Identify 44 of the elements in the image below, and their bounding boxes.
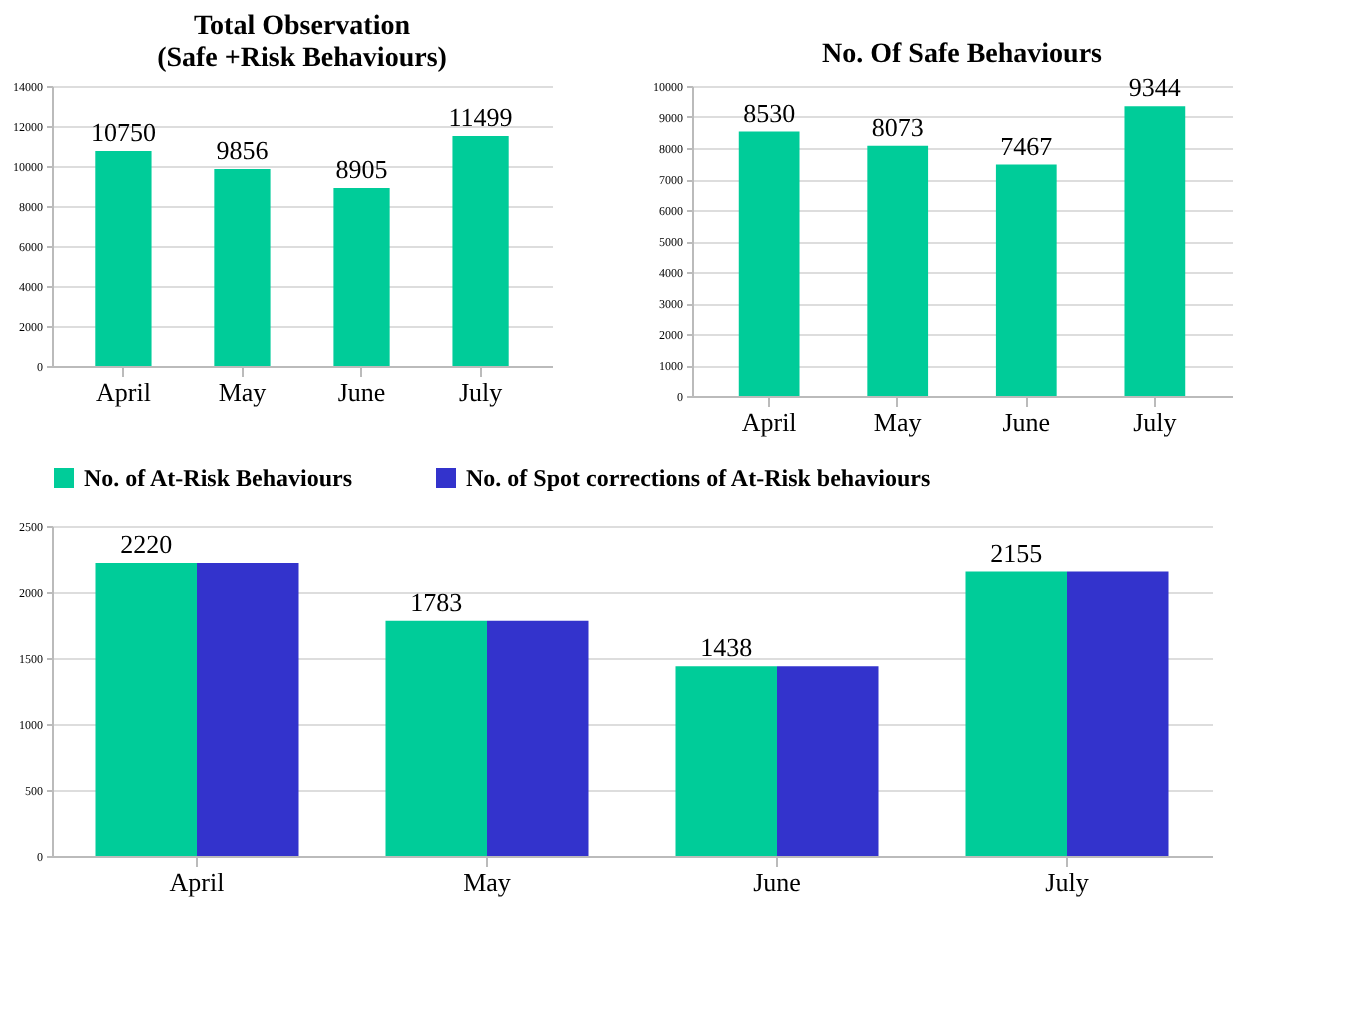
- bar: [214, 168, 271, 366]
- data-label: 8905: [335, 153, 388, 184]
- data-label: 7467: [1000, 130, 1054, 161]
- legend-label: No. of At-Risk Behaviours: [84, 464, 353, 492]
- x-tick-label: July: [458, 377, 504, 407]
- data-label: 8073: [871, 111, 924, 142]
- x-tick-label: June: [753, 867, 802, 897]
- bar: [867, 145, 929, 396]
- x-tick-label: July: [1133, 407, 1178, 437]
- data-label: 10750: [90, 117, 156, 147]
- bar: [738, 131, 800, 396]
- bar: [95, 562, 197, 856]
- data-label: 2220: [120, 528, 173, 559]
- x-tick-label: June: [337, 377, 386, 407]
- legend-label: No. of Spot corrections of At-Risk behaviours: [466, 464, 931, 492]
- bar: [487, 620, 589, 856]
- data-label: 8530: [743, 97, 796, 128]
- bar: [452, 136, 509, 366]
- data-label: 9856: [216, 134, 270, 165]
- x-tick-label: April: [741, 407, 798, 437]
- bar: [95, 151, 152, 366]
- bar: [333, 187, 390, 366]
- data-label: 11499: [448, 102, 513, 133]
- bar: [675, 666, 777, 856]
- bar: [777, 666, 879, 856]
- x-tick-label: June: [1002, 407, 1051, 437]
- x-tick-label: April: [95, 377, 152, 407]
- x-tick-label: May: [873, 407, 923, 437]
- data-label: 9344: [1128, 72, 1182, 103]
- x-tick-label: July: [1045, 867, 1090, 897]
- bar: [995, 164, 1057, 396]
- bar: [385, 620, 487, 856]
- data-label: 1438: [700, 632, 753, 663]
- chart-title: No. Of Safe Behaviours: [822, 40, 1104, 71]
- bar: [965, 571, 1067, 856]
- data-label: 2155: [990, 537, 1043, 568]
- x-tick-label: May: [463, 867, 512, 897]
- x-tick-label: April: [169, 867, 226, 897]
- data-label: 1783: [410, 586, 463, 617]
- bar: [1124, 106, 1186, 396]
- bar: [197, 562, 299, 856]
- chart-title: Total Observation (Safe +Risk Behaviours): [157, 12, 448, 74]
- x-tick-label: May: [218, 377, 268, 407]
- bar: [1067, 571, 1169, 856]
